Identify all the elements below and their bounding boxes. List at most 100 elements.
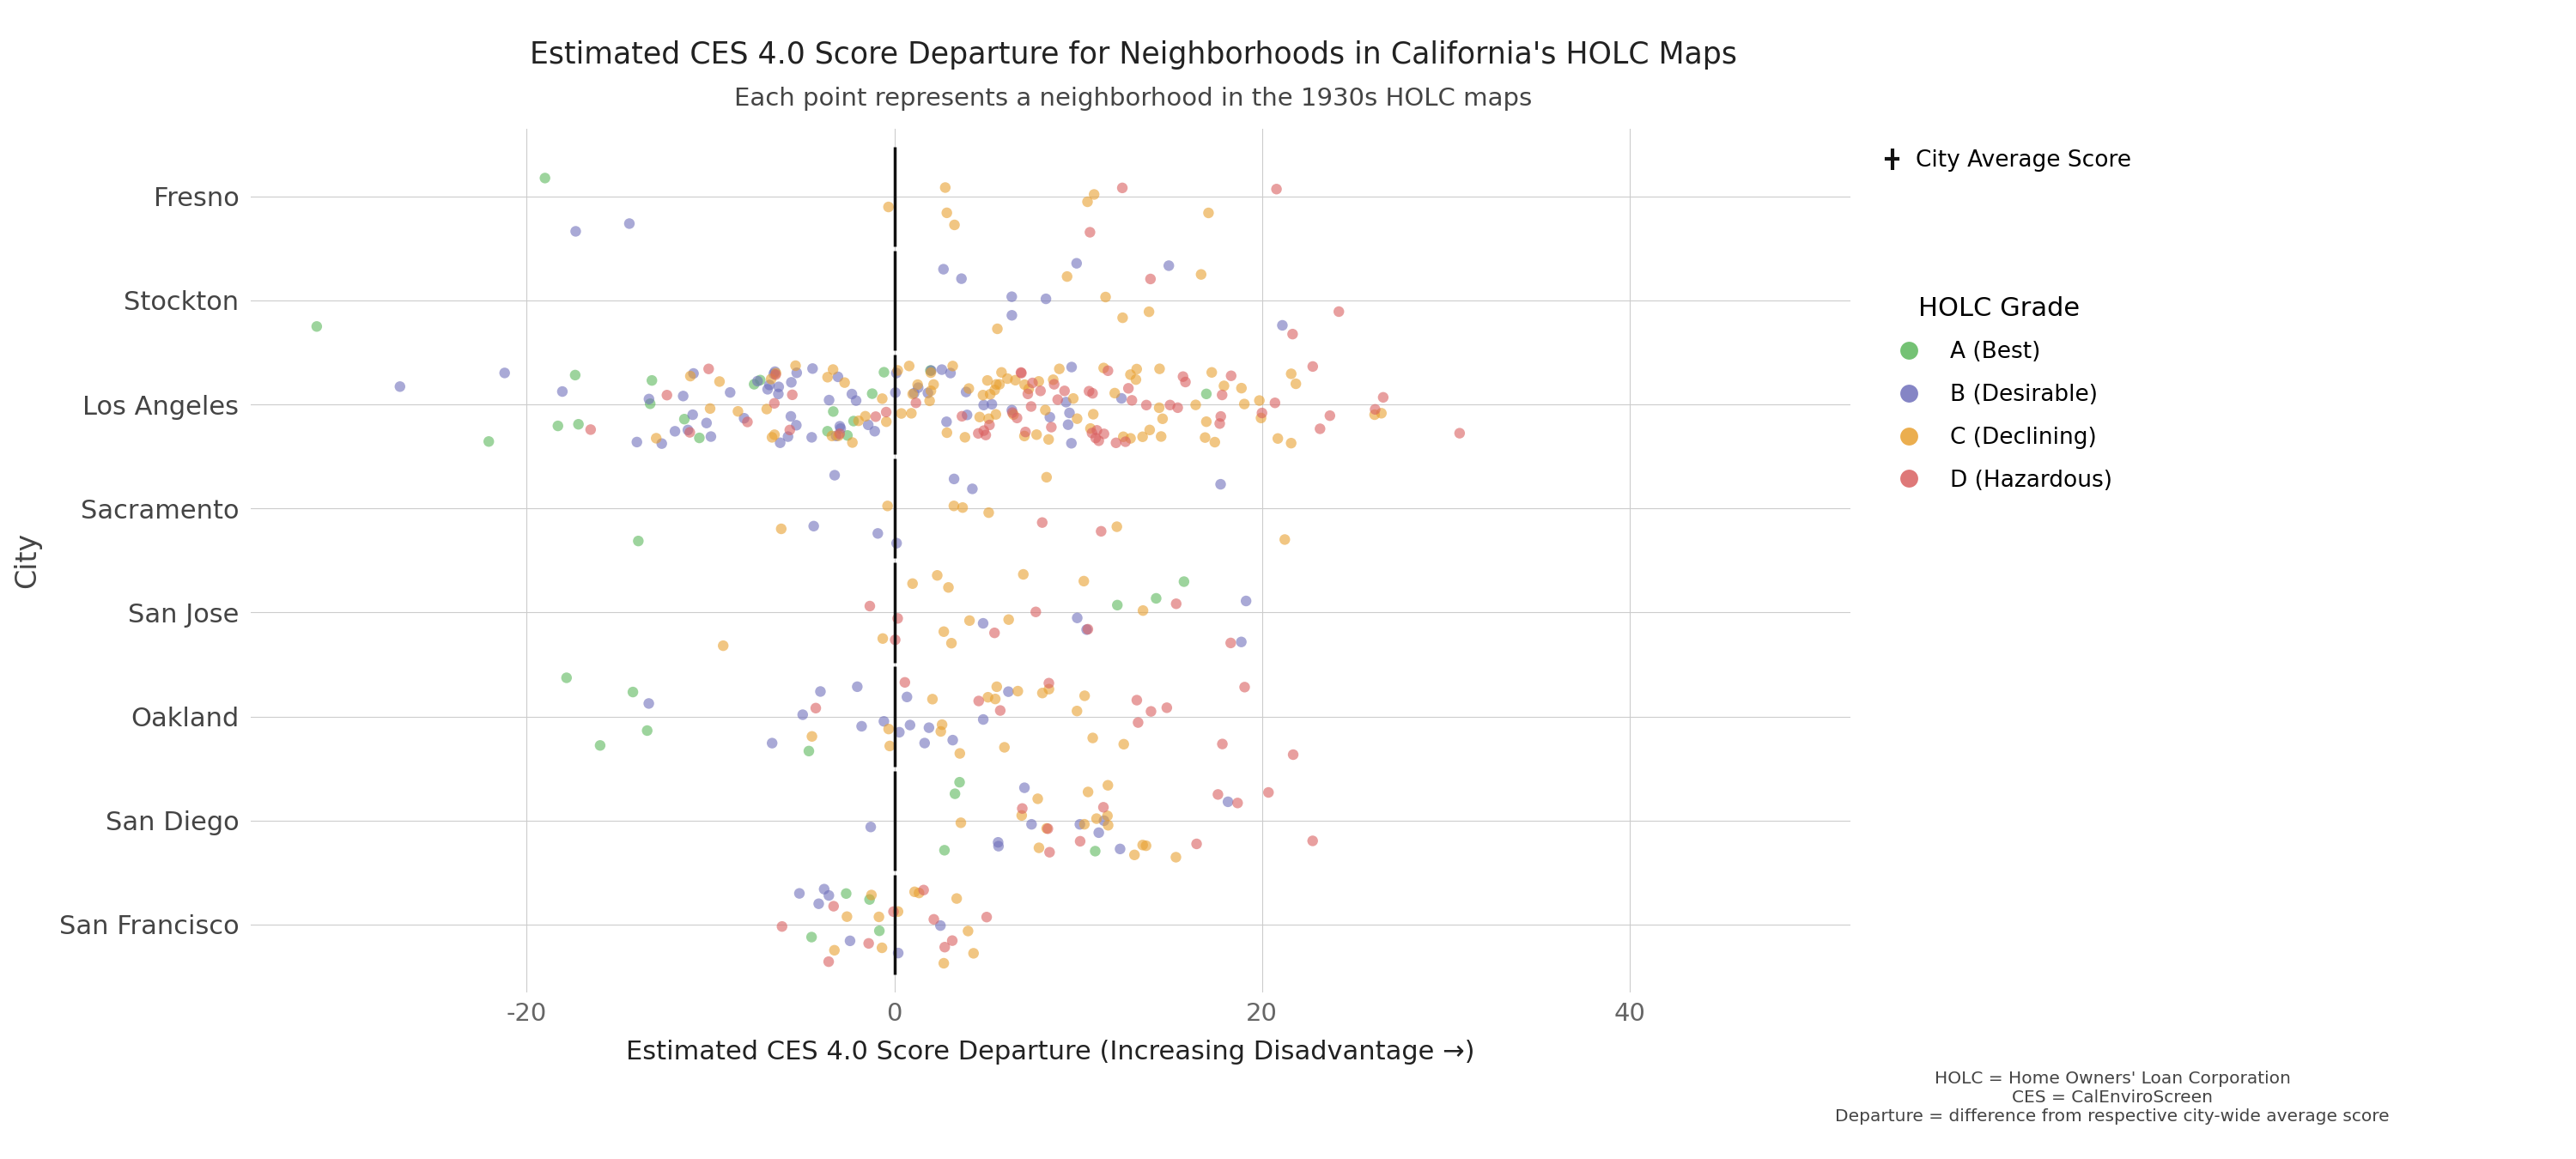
Point <box>848 934 889 953</box>
Point <box>948 921 989 940</box>
Point <box>1002 807 1043 825</box>
Point <box>1275 374 1316 393</box>
Point <box>672 364 714 382</box>
Point <box>775 416 817 435</box>
Point <box>840 717 881 736</box>
Point <box>484 364 526 382</box>
Point <box>811 360 853 379</box>
Point <box>896 378 938 396</box>
Point <box>1126 396 1167 415</box>
Point <box>672 406 714 424</box>
Point <box>1059 832 1100 851</box>
Point <box>904 881 945 899</box>
Point <box>1097 517 1139 535</box>
Point <box>760 433 801 452</box>
Point <box>677 429 719 447</box>
Point <box>1105 432 1146 451</box>
Point <box>894 384 935 402</box>
Point <box>580 736 621 755</box>
Point <box>1028 430 1069 449</box>
Point <box>1079 823 1121 841</box>
Point <box>817 367 858 386</box>
Point <box>1087 816 1128 834</box>
Point <box>922 715 963 734</box>
Point <box>811 402 853 421</box>
Point <box>747 380 788 399</box>
Point <box>881 404 922 423</box>
Point <box>925 413 966 431</box>
Point <box>922 360 963 379</box>
Point <box>1002 800 1043 818</box>
Point <box>757 385 799 403</box>
Point <box>837 678 878 697</box>
Point <box>832 411 873 430</box>
Point <box>1131 270 1172 289</box>
Point <box>1087 807 1128 825</box>
Point <box>1273 745 1314 764</box>
Point <box>827 907 868 926</box>
Point <box>976 833 1018 852</box>
Point <box>1115 359 1157 378</box>
Point <box>608 214 649 233</box>
Point <box>876 534 917 553</box>
Point <box>922 954 963 972</box>
Point <box>1103 428 1144 446</box>
Point <box>920 722 961 741</box>
Point <box>641 435 683 453</box>
Point <box>762 917 804 935</box>
Point <box>469 432 510 451</box>
Point <box>1069 223 1110 241</box>
Point <box>814 897 855 916</box>
Point <box>1221 379 1262 398</box>
Point <box>559 415 600 433</box>
Point <box>933 932 974 950</box>
Point <box>1126 837 1167 855</box>
Point <box>1007 380 1048 399</box>
Point <box>773 386 814 404</box>
Point <box>755 363 796 381</box>
Point <box>670 367 711 386</box>
Point <box>878 943 920 962</box>
Point <box>1033 371 1074 389</box>
Point <box>963 386 1005 404</box>
Point <box>976 678 1018 697</box>
Point <box>912 376 953 394</box>
Point <box>1028 673 1069 692</box>
Point <box>1046 393 1087 411</box>
Point <box>662 387 703 406</box>
Point <box>999 364 1041 382</box>
Point <box>1177 834 1218 853</box>
Point <box>1056 254 1097 272</box>
Point <box>999 363 1041 381</box>
Point <box>1115 691 1157 709</box>
Point <box>526 169 567 188</box>
Point <box>1025 290 1066 308</box>
Point <box>1005 427 1046 445</box>
Point <box>1198 785 1239 803</box>
Point <box>935 889 976 907</box>
Point <box>1164 573 1206 591</box>
Point <box>1095 384 1136 402</box>
Point <box>809 391 850 409</box>
Point <box>1136 589 1177 607</box>
Point <box>1084 424 1126 443</box>
Point <box>1005 423 1046 442</box>
Point <box>747 400 788 418</box>
Point <box>804 880 845 898</box>
Point <box>933 469 974 488</box>
Point <box>690 399 732 417</box>
Point <box>1257 180 1298 198</box>
Point <box>1066 782 1108 801</box>
Point <box>1224 678 1265 697</box>
Point <box>907 384 948 402</box>
Point <box>969 409 1010 428</box>
Point <box>760 519 801 538</box>
Point <box>799 895 840 913</box>
Point <box>703 636 744 655</box>
Point <box>1005 376 1046 394</box>
Point <box>909 392 951 410</box>
Point <box>1226 592 1267 611</box>
Point <box>752 428 793 446</box>
Point <box>1018 789 1059 808</box>
Point <box>1030 418 1072 437</box>
